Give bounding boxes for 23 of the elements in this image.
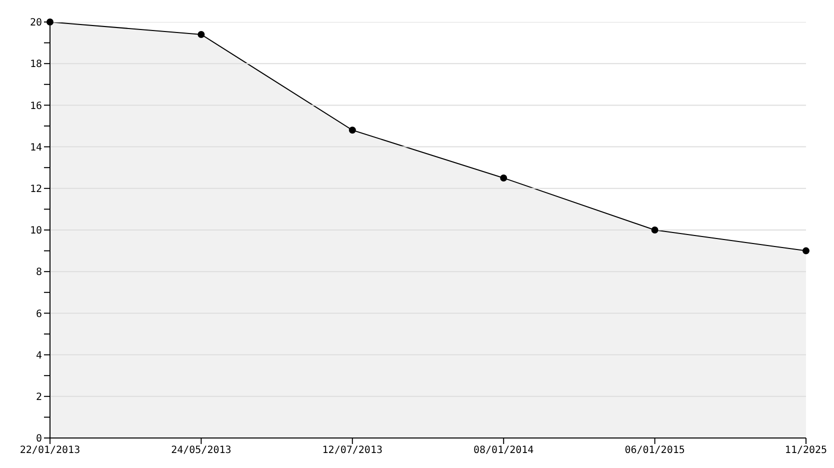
x-tick-label: 06/01/2015 xyxy=(624,445,685,456)
y-tick-label: 2 xyxy=(36,392,42,403)
x-tick-label: 22/01/2013 xyxy=(20,445,80,456)
y-tick-label: 10 xyxy=(30,226,42,237)
point xyxy=(348,126,356,134)
x-tick-label: 08/01/2014 xyxy=(473,445,534,456)
point xyxy=(500,174,508,182)
x-tick-label: 24/05/2013 xyxy=(171,445,232,456)
y-tick-label: 0 xyxy=(36,434,42,445)
point xyxy=(651,226,658,234)
y-tick-label: 18 xyxy=(30,59,42,70)
point xyxy=(802,247,810,254)
y-tick-label: 8 xyxy=(36,267,42,278)
y-tick-label: 12 xyxy=(30,184,42,195)
y-tick-label: 6 xyxy=(36,308,42,320)
y-tick-label: 4 xyxy=(36,350,42,362)
y-tick-label: 20 xyxy=(30,18,42,29)
point xyxy=(198,30,205,38)
y-tick-label: 16 xyxy=(30,100,42,112)
x-tick-label: 11/2025 xyxy=(784,445,828,456)
y-tick-label: 14 xyxy=(30,142,42,154)
point xyxy=(46,18,54,26)
x-tick-label: 12/07/2013 xyxy=(322,445,383,456)
